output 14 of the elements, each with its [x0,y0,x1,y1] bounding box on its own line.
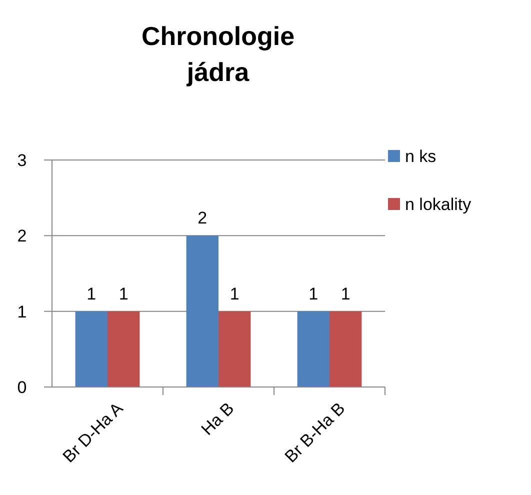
legend-label: n ks [405,146,436,166]
x-tick-label: Ha B [198,398,238,439]
y-tick-label: 1 [17,302,27,322]
y-tick-label: 3 [17,150,27,170]
y-tick-label: 0 [17,378,27,397]
y-tick-label: 2 [17,226,27,246]
data-label: 2 [198,208,208,228]
data-label: 1 [308,284,318,304]
data-label: 1 [118,284,128,304]
data-label: 1 [230,284,240,304]
chart-title: Chronologie jádra [141,21,295,87]
data-label: 1 [86,284,96,304]
legend-label: n lokality [405,194,472,214]
data-label: 1 [340,284,350,304]
